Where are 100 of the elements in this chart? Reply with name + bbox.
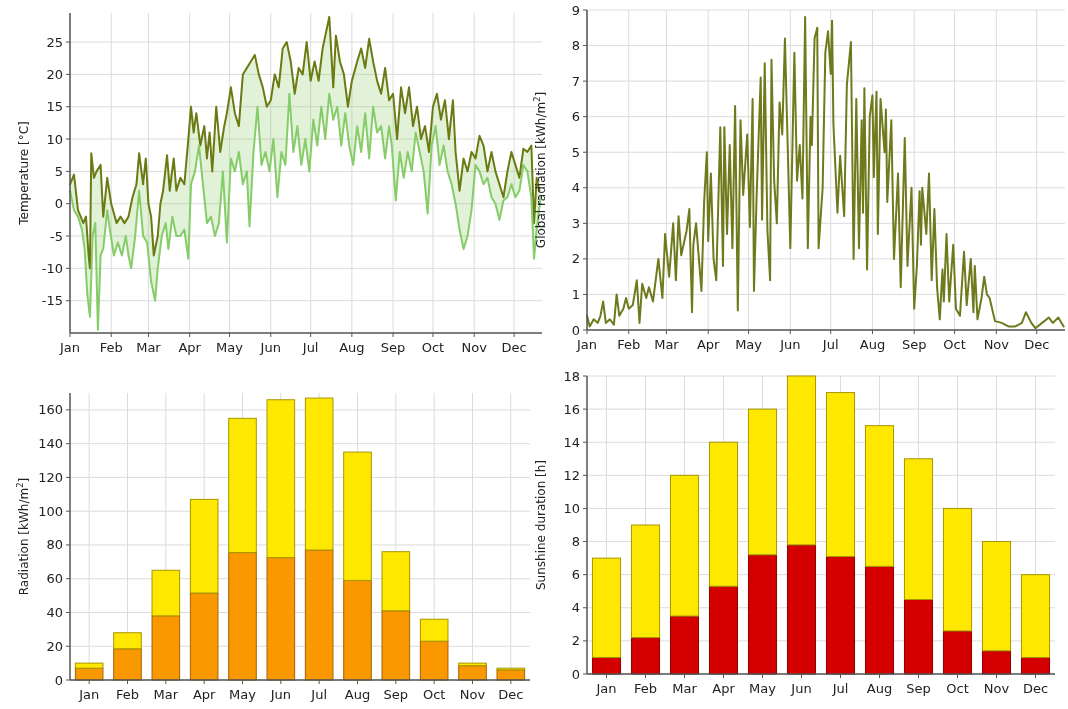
- x-tick-label: Apr: [178, 340, 202, 355]
- y-tick-label: 6: [571, 109, 580, 125]
- bar: [981, 541, 1012, 652]
- bar: [708, 585, 739, 675]
- bar: [786, 375, 817, 546]
- y-tick-label: 0: [571, 666, 580, 682]
- bar: [825, 555, 856, 675]
- x-tick-label: Nov: [459, 687, 486, 702]
- x-tick-label: Oct: [422, 687, 446, 702]
- bar: [864, 425, 895, 567]
- bar: [381, 551, 411, 612]
- y-tick-label: 25: [46, 34, 63, 50]
- x-tick-label: Jul: [301, 340, 319, 355]
- bar: [419, 618, 449, 642]
- bar: [458, 662, 487, 667]
- x-tick-label: Aug: [859, 337, 886, 352]
- y-tick-label: 160: [38, 402, 63, 418]
- y-tick-label: 140: [38, 436, 63, 452]
- x-tick-label: Oct: [943, 337, 966, 352]
- y-tick-label: 1: [571, 286, 580, 302]
- y-axis-title: Sunshine duration [h]: [534, 459, 548, 591]
- x-tick-label: Feb: [617, 337, 641, 352]
- y-tick-label: 14: [563, 434, 580, 450]
- y-axis-title: Temperature [°C]: [17, 121, 31, 226]
- x-tick-label: Apr: [192, 687, 217, 702]
- x-tick-label: May: [216, 340, 244, 355]
- x-tick-label: Jun: [790, 681, 812, 696]
- bar: [591, 557, 622, 658]
- x-tick-label: May: [229, 687, 257, 702]
- bar: [630, 524, 661, 639]
- x-tick-label: Oct: [421, 340, 445, 355]
- y-tick-label: 80: [46, 537, 63, 553]
- x-tick-label: Feb: [115, 687, 140, 702]
- bar: [747, 408, 778, 556]
- x-tick-label: Apr: [696, 337, 721, 352]
- y-tick-label: 15: [46, 99, 63, 115]
- x-tick-label: Mar: [153, 687, 179, 702]
- x-tick-label: Jan: [595, 681, 617, 696]
- x-tick-label: Sep: [901, 337, 927, 352]
- y-tick-label: 4: [571, 600, 580, 616]
- x-tick-label: Dec: [501, 340, 527, 355]
- x-tick-label: Jan: [78, 687, 100, 702]
- bar: [189, 592, 219, 681]
- y-tick-label: 8: [571, 534, 580, 550]
- bar: [419, 640, 449, 681]
- bar: [981, 650, 1012, 675]
- y-tick-label: 9: [571, 2, 580, 18]
- y-tick-label: -15: [41, 293, 63, 309]
- x-tick-label: Nov: [983, 337, 1010, 352]
- x-tick-label: Mar: [136, 340, 162, 355]
- x-tick-label: Jun: [269, 687, 291, 702]
- x-tick-label: Dec: [498, 687, 524, 702]
- bar: [266, 399, 296, 559]
- bar: [189, 498, 219, 594]
- bar: [343, 579, 372, 681]
- bar: [228, 417, 257, 554]
- bar: [381, 610, 411, 681]
- x-tick-label: Aug: [866, 681, 893, 696]
- y-tick-label: 18: [563, 368, 580, 384]
- y-tick-label: 2: [571, 633, 580, 649]
- y-tick-label: 10: [46, 131, 63, 147]
- x-tick-label: Jun: [259, 340, 281, 355]
- bar: [708, 441, 739, 587]
- x-tick-label: Sep: [380, 340, 406, 355]
- x-tick-label: May: [749, 681, 777, 696]
- y-tick-label: 60: [46, 571, 63, 587]
- x-tick-label: Sep: [383, 687, 409, 702]
- y-tick-label: 8: [571, 38, 580, 54]
- bar: [942, 630, 973, 675]
- x-tick-label: Jan: [58, 340, 81, 355]
- x-tick-label: Jun: [779, 337, 801, 352]
- y-tick-label: -5: [50, 228, 63, 244]
- x-tick-label: Aug: [344, 687, 371, 702]
- bar: [903, 458, 934, 600]
- bar: [669, 474, 700, 617]
- y-tick-label: 6: [571, 567, 580, 583]
- y-tick-label: 20: [46, 66, 63, 82]
- y-tick-label: 5: [571, 144, 580, 160]
- bar: [903, 599, 934, 675]
- x-tick-label: Nov: [461, 340, 488, 355]
- bar: [304, 397, 334, 551]
- y-tick-label: 3: [571, 215, 580, 231]
- bar: [786, 544, 817, 675]
- x-tick-label: Nov: [983, 681, 1010, 696]
- bar: [151, 569, 181, 617]
- bar: [942, 507, 973, 632]
- bar: [747, 554, 778, 675]
- bar: [825, 392, 856, 557]
- bar: [266, 557, 296, 681]
- y-tick-label: 4: [571, 180, 580, 196]
- bar: [113, 632, 142, 650]
- y-tick-label: 120: [38, 469, 63, 485]
- bar: [343, 451, 372, 581]
- bar: [74, 662, 104, 669]
- y-tick-label: 10: [563, 500, 580, 516]
- y-tick-label: 0: [54, 672, 63, 688]
- bar: [151, 615, 181, 681]
- x-tick-label: Feb: [633, 681, 658, 696]
- bar: [669, 615, 700, 675]
- y-tick-label: 0: [54, 196, 63, 212]
